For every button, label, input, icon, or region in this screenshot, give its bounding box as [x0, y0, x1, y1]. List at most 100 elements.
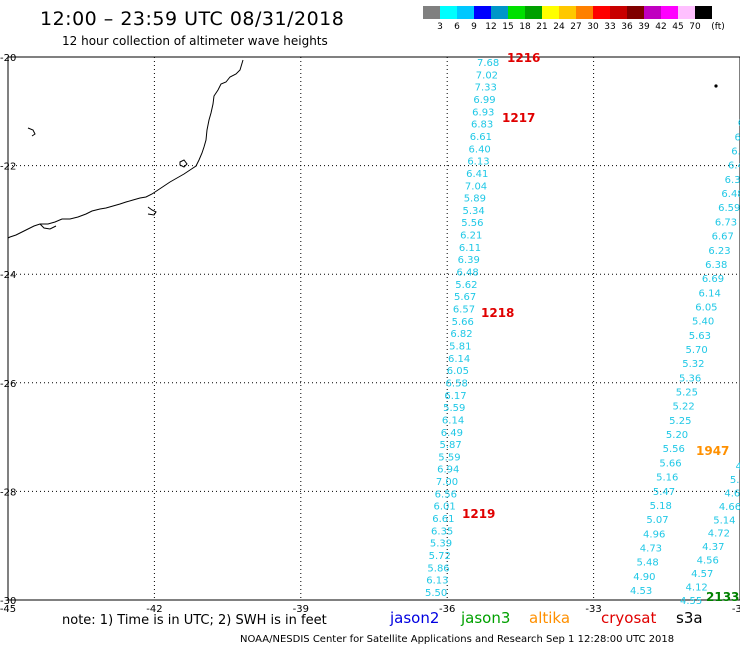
longitude-tick-label: -45: [0, 604, 16, 615]
legend-swatch: [423, 6, 440, 19]
wave-height-value: 6.56: [435, 489, 457, 500]
wave-height-value: 4.66: [719, 502, 740, 513]
wave-height-value: 4.61: [724, 488, 740, 499]
wave-height-value: 5.72: [429, 551, 451, 562]
legend-label: 9: [471, 22, 477, 32]
coastline: [7, 59, 244, 239]
wave-height-value: 6.13: [426, 576, 448, 587]
wave-height-value: 6.99: [473, 95, 495, 106]
wave-height-value: 4.56: [697, 556, 719, 567]
wave-height-value: 5.34: [462, 206, 484, 217]
longitude-tick-label: -39: [293, 604, 309, 615]
pass-time-label: 1216: [507, 51, 540, 65]
latitude-tick-label: -26: [0, 379, 16, 390]
wave-height-value: 5.86: [427, 563, 449, 574]
wave-height-value: 4.8: [735, 461, 740, 472]
wave-height-value: 4.53: [630, 586, 652, 597]
legend-swatch: [457, 6, 474, 19]
wave-height-value: 5.70: [686, 345, 708, 356]
wave-height-value: 7.04: [465, 181, 487, 192]
wave-height-value: 5.56: [461, 218, 483, 229]
wave-height-value: 5.32: [682, 359, 704, 370]
legend-label: 3: [437, 22, 443, 32]
longitude-tick-label: -36: [439, 604, 455, 615]
wave-height-value: 6.49: [441, 428, 463, 439]
pass-time-label: 2133: [706, 590, 739, 604]
island-outline: [179, 159, 188, 168]
legend-label: 21: [536, 22, 548, 32]
wave-height-value: 5.50: [425, 588, 447, 599]
wave-height-value: 5.66: [659, 458, 681, 469]
wave-height-value: 5.66: [452, 317, 474, 328]
island-outline: [27, 127, 36, 137]
satellite-legend-item: jason2: [390, 609, 440, 627]
wave-height-value: 4.37: [702, 542, 724, 553]
latitude-tick-label: -22: [0, 162, 16, 173]
legend-swatch: [661, 6, 678, 19]
legend-label: 39: [638, 22, 650, 32]
legend-swatch: [678, 6, 695, 19]
wave-height-value: 6.14: [442, 415, 464, 426]
legend-swatch: [695, 6, 712, 19]
longitude-tick-label: -33: [585, 604, 601, 615]
satellite-legend-item: s3a: [676, 609, 703, 627]
wave-height-value: 6.2: [731, 147, 740, 158]
wave-height-value: 5.22: [672, 402, 694, 413]
pass-time-label: 1217: [502, 111, 535, 125]
wave-height-value: 4.90: [633, 572, 655, 583]
legend-swatch: [491, 6, 508, 19]
wave-height-value: 4.73: [640, 543, 662, 554]
wave-height-value: 7.00: [436, 477, 458, 488]
color-scale-labels: 3 6 9 12 15 18 21 24 27 30 33 36 39 42 45 70 (ft): [423, 22, 740, 34]
wave-height-value: 7.02: [476, 70, 498, 81]
wave-height-value: 6.21: [460, 231, 482, 242]
island-dot: [714, 84, 718, 88]
wave-height-value: 6.59: [718, 203, 740, 214]
wave-height-value: 5.40: [692, 317, 714, 328]
wave-height-value: 6.05: [695, 302, 717, 313]
map-frame: [7, 56, 740, 601]
legend-label: 70: [689, 22, 701, 32]
wave-height-value: 6.40: [469, 144, 491, 155]
pass-time-label: 1218: [481, 306, 514, 320]
wave-height-value: 5.48: [637, 558, 659, 569]
wave-height-value: 5.16: [656, 473, 678, 484]
wave-height-value: 6.38: [725, 175, 740, 186]
legend-label: 24: [553, 22, 565, 32]
wave-height-value: 5.39: [430, 539, 452, 550]
wave-height-value: 5.67: [454, 292, 476, 303]
legend-label: 33: [604, 22, 616, 32]
wave-height-value: 6.17: [444, 391, 466, 402]
wave-height-value: 4.72: [708, 529, 730, 540]
legend-swatch: [559, 6, 576, 19]
legend-unit: (ft): [711, 22, 725, 32]
legend-label: 15: [502, 22, 514, 32]
pass-time-label: 1947: [696, 444, 729, 458]
wave-height-value: 4.12: [686, 583, 708, 594]
wave-height-value: 6.61: [432, 514, 454, 525]
wave-height-value: 6.61: [470, 132, 492, 143]
legend-label: 42: [655, 22, 667, 32]
legend-swatch: [474, 6, 491, 19]
legend-swatch: [610, 6, 627, 19]
wave-height-value: 6.01: [433, 502, 455, 513]
wave-height-value: 5.18: [650, 501, 672, 512]
wave-height-value: 7.33: [475, 83, 497, 94]
wave-height-value: 4.55: [680, 596, 702, 607]
footer-note: note: 1) Time is in UTC; 2) SWH is in fe…: [62, 613, 327, 628]
wave-height-value: 5.25: [676, 388, 698, 399]
wave-height-value: 5.14: [713, 515, 735, 526]
wave-height-value: 5.62: [455, 280, 477, 291]
wave-height-value: 6.93: [472, 107, 494, 118]
latitude-tick-label: -28: [0, 487, 16, 498]
wave-height-value: 6: [738, 118, 740, 129]
legend-swatch: [542, 6, 559, 19]
wave-height-value: 6.48: [721, 189, 740, 200]
wave-height-value: 4.96: [643, 529, 665, 540]
longitude-tick-label: -30: [732, 604, 740, 615]
legend-label: 30: [587, 22, 599, 32]
satellite-legend-item: jason3: [461, 609, 511, 627]
coastline-lagoon: [39, 223, 57, 230]
legend-label: 12: [485, 22, 497, 32]
